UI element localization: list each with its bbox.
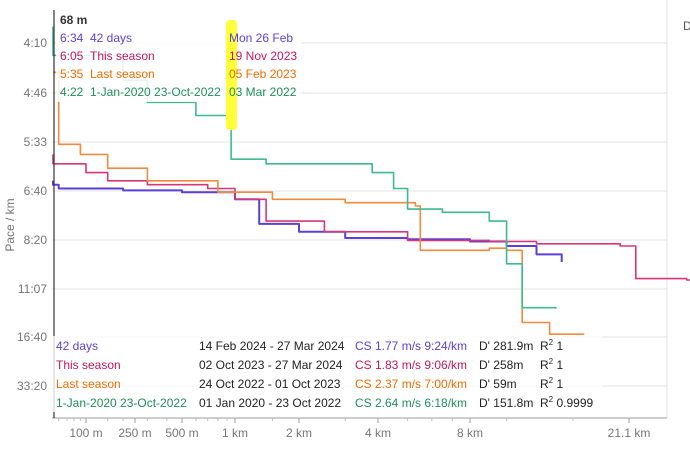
tooltip-panel: [56, 10, 301, 102]
y-tick-label: 4:10: [24, 36, 48, 50]
legend-range: 14 Feb 2024 - 27 Mar 2024: [199, 339, 345, 353]
tooltip-date: 05 Feb 2023: [229, 67, 297, 81]
legend-label: Last season: [56, 377, 121, 391]
series-line-2: [53, 71, 585, 335]
y-axis-label: Pace / km: [3, 198, 17, 251]
legend-dprime: D' 151.8m: [479, 396, 533, 410]
legend-range: 01 Jan 2020 - 23 Oct 2022: [199, 396, 341, 410]
legend-r-squared: R2 1: [540, 357, 563, 372]
tooltip: 68 m 6:34 42 days Mon 26 Feb 6:05 This season…: [53, 10, 301, 418]
legend-dprime: D' 59m: [479, 377, 517, 391]
legend-label: This season: [56, 358, 121, 372]
tooltip-distance: 68 m: [60, 13, 87, 27]
tooltip-series-label: 42 days: [90, 31, 132, 45]
tooltip-series-label: This season: [90, 49, 155, 63]
tooltip-pace: 6:34: [60, 31, 84, 45]
legend-label: 1-Jan-2020 23-Oct-2022: [56, 396, 187, 410]
tooltip-series-label: Last season: [90, 67, 155, 81]
tooltip-date: 03 Mar 2022: [229, 85, 297, 99]
x-tick-label: 1 km: [222, 426, 248, 440]
legend-critical-speed: CS 2.37 m/s 7:00/km: [355, 377, 467, 391]
x-tick-label: 250 m: [118, 426, 151, 440]
legend-range: 02 Oct 2023 - 27 Mar 2024: [199, 358, 343, 372]
tooltip-pace: 5:35: [60, 67, 84, 81]
y-tick-label: 33:20: [17, 379, 47, 393]
x-tick-label: 2 km: [286, 426, 312, 440]
legend-critical-speed: CS 1.83 m/s 9:06/km: [355, 358, 467, 372]
tooltip-pace: 4:22: [60, 85, 84, 99]
x-tick-label: 8 km: [457, 426, 483, 440]
y-tick-label: 11:07: [18, 282, 47, 296]
legend-critical-speed: CS 1.77 m/s 9:24/km: [355, 339, 467, 353]
y-tick-label: 16:40: [17, 330, 47, 344]
highlighter-mark: [226, 20, 237, 130]
y-tick-label: 8:20: [24, 233, 48, 247]
x-tick-label: 4 km: [365, 426, 391, 440]
legend-dprime: D' 281.9m: [479, 339, 533, 353]
x-tick-label: 500 m: [165, 426, 198, 440]
tooltip-date: 19 Nov 2023: [229, 49, 297, 63]
y-tick-label: 6:40: [24, 184, 48, 198]
y-tick-label: 5:33: [24, 135, 48, 149]
legend-label: 42 days: [56, 339, 98, 353]
legend-panel: [52, 336, 602, 412]
x-tick-label: 100 m: [69, 426, 102, 440]
legend-range: 24 Oct 2022 - 01 Oct 2023: [199, 377, 341, 391]
legend: 42 days 14 Feb 2024 - 27 Mar 2024 CS 1.77 …: [52, 336, 602, 412]
legend-r-squared: R2 1: [540, 338, 563, 353]
tooltip-pace: 6:05: [60, 49, 84, 63]
legend-r-squared: R2 0.9999: [540, 395, 593, 410]
x-tick-label: 21.1 km: [608, 426, 651, 440]
series-line-1: [52, 154, 690, 281]
legend-critical-speed: CS 2.64 m/s 6:18/km: [355, 396, 467, 410]
tooltip-series-label: 1-Jan-2020 23-Oct-2022: [90, 85, 221, 99]
legend-dprime: D' 258m: [479, 358, 523, 372]
legend-r-squared: R2 1: [540, 376, 563, 391]
tooltip-date: Mon 26 Feb: [229, 31, 293, 45]
corner-label: D: [683, 19, 690, 33]
axes: 4:10 4:46 5:33 6:40 8:20 11:07 16:40 33:20 100 m…: [3, 19, 690, 440]
y-tick-label: 4:46: [24, 86, 48, 100]
